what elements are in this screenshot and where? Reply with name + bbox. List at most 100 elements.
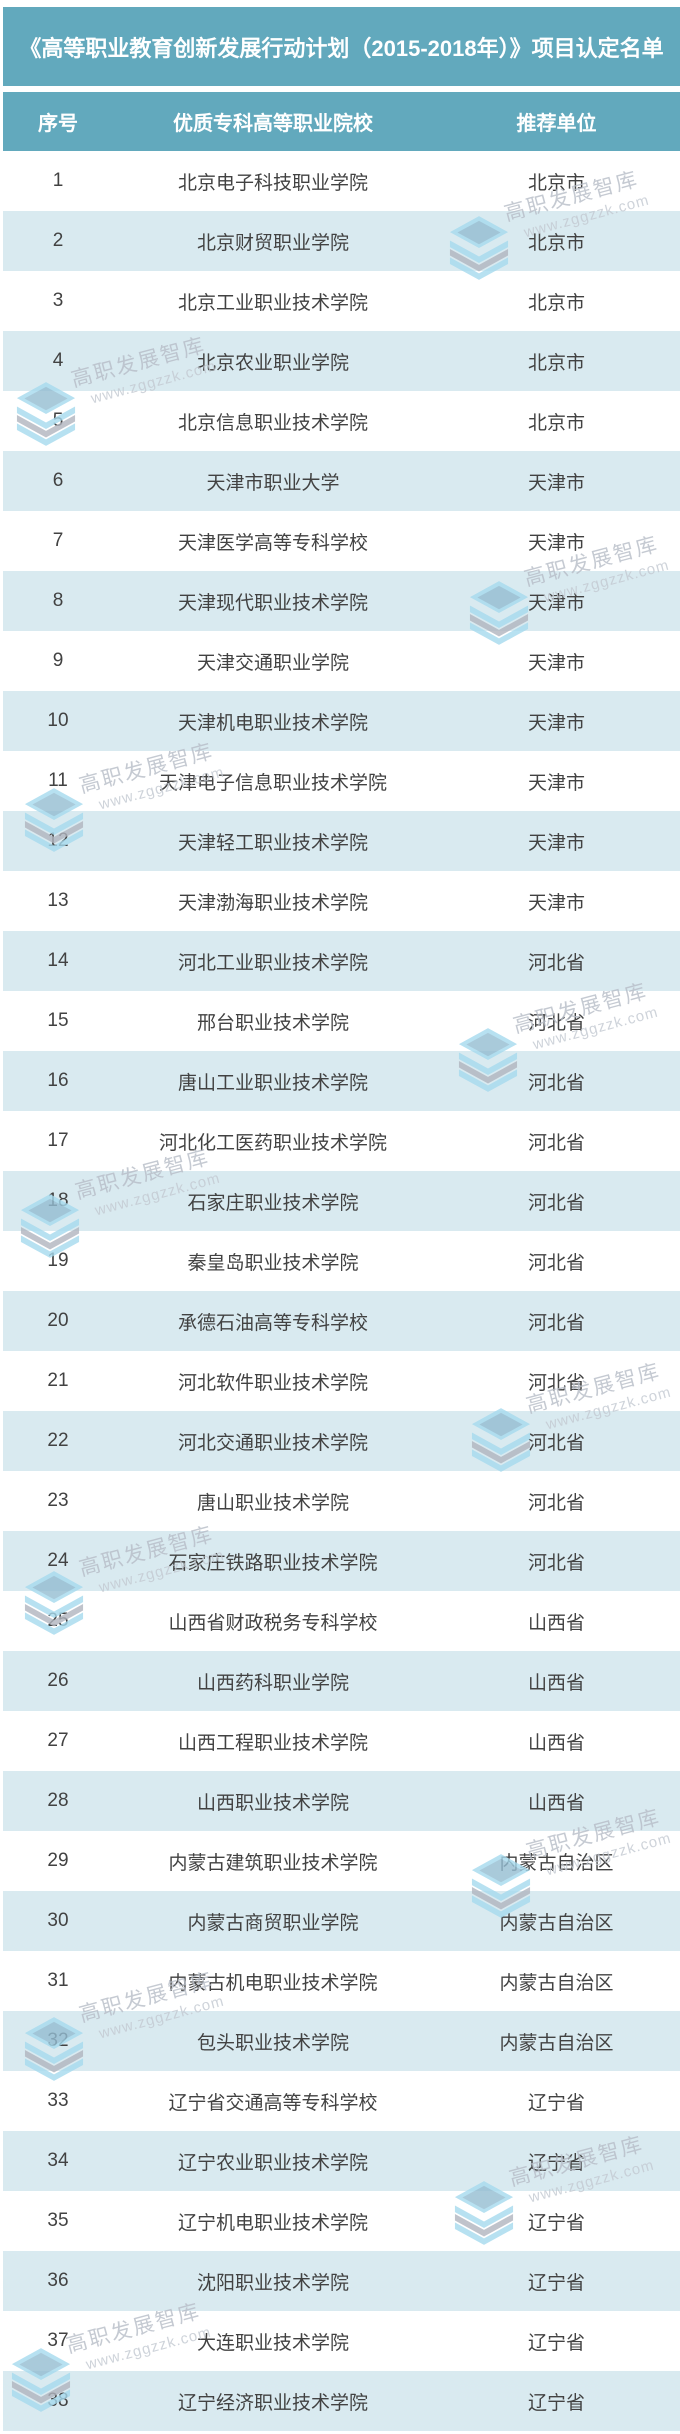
cell-school: 辽宁省交通高等专科学校 [168,2092,378,2114]
cell-school: 承德石油高等专科学校 [177,1312,368,1334]
table-row: 24 石家庄铁路职业技术学院 河北省 [3,1531,680,1591]
cell-index: 37 [47,2330,69,2351]
cell-school: 北京工业职业技术学院 [177,292,368,314]
table-row: 33 辽宁省交通高等专科学校 辽宁省 [3,2071,680,2131]
table-row: 11 天津电子信息职业技术学院 天津市 [3,751,680,811]
table-row: 6 天津市职业大学 天津市 [3,451,680,511]
cell-index: 34 [47,2150,69,2171]
cell-recommender: 河北省 [527,1552,585,1574]
cell-index: 29 [47,1850,69,1871]
cell-index: 2 [52,230,64,251]
cell-recommender: 天津市 [527,712,585,734]
cell-recommender: 北京市 [527,352,585,374]
table-row: 30 内蒙古商贸职业学院 内蒙古自治区 [3,1891,680,1951]
cell-index: 1 [52,170,64,191]
cell-school: 天津市职业大学 [206,472,340,494]
cell-index: 3 [52,290,64,311]
table-row: 27 山西工程职业技术学院 山西省 [3,1711,680,1771]
cell-school: 内蒙古建筑职业技术学院 [168,1852,378,1874]
table-row: 21 河北软件职业技术学院 河北省 [3,1351,680,1411]
table-row: 2 北京财贸职业学院 北京市 [3,211,680,271]
table-row: 37 大连职业技术学院 辽宁省 [3,2311,680,2371]
cell-recommender: 辽宁省 [527,2272,585,2294]
table-row: 13 天津渤海职业技术学院 天津市 [3,871,680,931]
cell-index: 16 [47,1070,69,1091]
cell-recommender: 天津市 [527,772,585,794]
cell-school: 秦皇岛职业技术学院 [187,1252,359,1274]
cell-school: 山西工程职业技术学院 [177,1732,368,1754]
cell-index: 5 [52,410,64,431]
cell-index: 35 [47,2210,69,2231]
cell-recommender: 北京市 [527,232,585,254]
cell-recommender: 天津市 [527,652,585,674]
cell-school: 包头职业技术学院 [196,2032,349,2054]
cell-school: 天津交通职业学院 [196,652,349,674]
column-header-recommender: 推荐单位 [516,113,597,135]
cell-recommender: 山西省 [527,1732,585,1754]
cell-school: 内蒙古商贸职业学院 [187,1912,359,1934]
table-row: 34 辽宁农业职业技术学院 辽宁省 [3,2131,680,2191]
table-row: 9 天津交通职业学院 天津市 [3,631,680,691]
cell-index: 28 [47,1790,69,1811]
cell-school: 石家庄职业技术学院 [187,1192,359,1214]
table-row: 7 天津医学高等专科学校 天津市 [3,511,680,571]
cell-recommender: 河北省 [527,1372,585,1394]
table-row: 18 石家庄职业技术学院 河北省 [3,1171,680,1231]
table-row: 10 天津机电职业技术学院 天津市 [3,691,680,751]
cell-school: 河北软件职业技术学院 [177,1372,368,1394]
cell-recommender: 天津市 [527,832,585,854]
cell-recommender: 北京市 [527,412,585,434]
cell-recommender: 北京市 [527,292,585,314]
cell-index: 14 [47,950,69,971]
table-row: 22 河北交通职业技术学院 河北省 [3,1411,680,1471]
cell-index: 9 [52,650,64,671]
cell-recommender: 辽宁省 [527,2092,585,2114]
table-row: 28 山西职业技术学院 山西省 [3,1771,680,1831]
cell-index: 11 [48,770,68,791]
cell-index: 32 [47,2030,69,2051]
page-title: 《高等职业教育创新发展行动计划（2015-2018年）》项目认定名单 [19,35,664,61]
table-row: 19 秦皇岛职业技术学院 河北省 [3,1231,680,1291]
cell-recommender: 辽宁省 [527,2332,585,2354]
table-row: 31 内蒙古机电职业技术学院 内蒙古自治区 [3,1951,680,2011]
table-row: 26 山西药科职业学院 山西省 [3,1651,680,1711]
cell-recommender: 内蒙古自治区 [499,1912,614,1934]
cell-index: 20 [47,1310,69,1331]
title-banner: 《高等职业教育创新发展行动计划（2015-2018年）》项目认定名单 [3,7,680,86]
cell-school: 唐山职业技术学院 [196,1492,349,1514]
table-row: 32 包头职业技术学院 内蒙古自治区 [3,2011,680,2071]
cell-school: 沈阳职业技术学院 [196,2272,349,2294]
cell-recommender: 山西省 [527,1672,585,1694]
cell-school: 大连职业技术学院 [196,2332,349,2354]
cell-school: 辽宁经济职业技术学院 [177,2392,368,2414]
cell-recommender: 山西省 [527,1792,585,1814]
table-row: 36 沈阳职业技术学院 辽宁省 [3,2251,680,2311]
cell-index: 21 [47,1370,69,1391]
cell-index: 18 [47,1190,69,1211]
cell-school: 山西药科职业学院 [196,1672,349,1694]
table-row: 35 辽宁机电职业技术学院 辽宁省 [3,2191,680,2251]
cell-index: 4 [52,350,64,371]
cell-school: 山西省财政税务专科学校 [168,1612,378,1634]
cell-school: 北京电子科技职业学院 [177,172,368,194]
cell-index: 38 [47,2390,69,2411]
table-row: 23 唐山职业技术学院 河北省 [3,1471,680,1531]
column-header-index: 序号 [38,113,78,135]
cell-recommender: 辽宁省 [527,2152,585,2174]
cell-index: 13 [47,890,69,911]
cell-school: 河北化工医药职业技术学院 [158,1132,387,1154]
cell-index: 36 [47,2270,69,2291]
cell-recommender: 河北省 [527,1192,585,1214]
cell-school: 河北工业职业技术学院 [177,952,368,974]
cell-school: 辽宁机电职业技术学院 [177,2212,368,2234]
cell-index: 31 [47,1970,69,1991]
cell-school: 石家庄铁路职业技术学院 [168,1552,378,1574]
cell-school: 山西职业技术学院 [196,1792,349,1814]
cell-index: 33 [47,2090,69,2111]
cell-recommender: 辽宁省 [527,2392,585,2414]
cell-school: 天津轻工职业技术学院 [177,832,368,854]
table-row: 5 北京信息职业技术学院 北京市 [3,391,680,451]
table-body: 1 北京电子科技职业学院 北京市 2 北京财贸职业学院 北京市 3 北京工业职业… [3,151,680,2431]
recognition-list-table: 序号 优质专科高等职业院校 推荐单位 1 北京电子科技职业学院 北京市 2 北京… [3,92,680,2431]
cell-index: 8 [52,590,64,611]
